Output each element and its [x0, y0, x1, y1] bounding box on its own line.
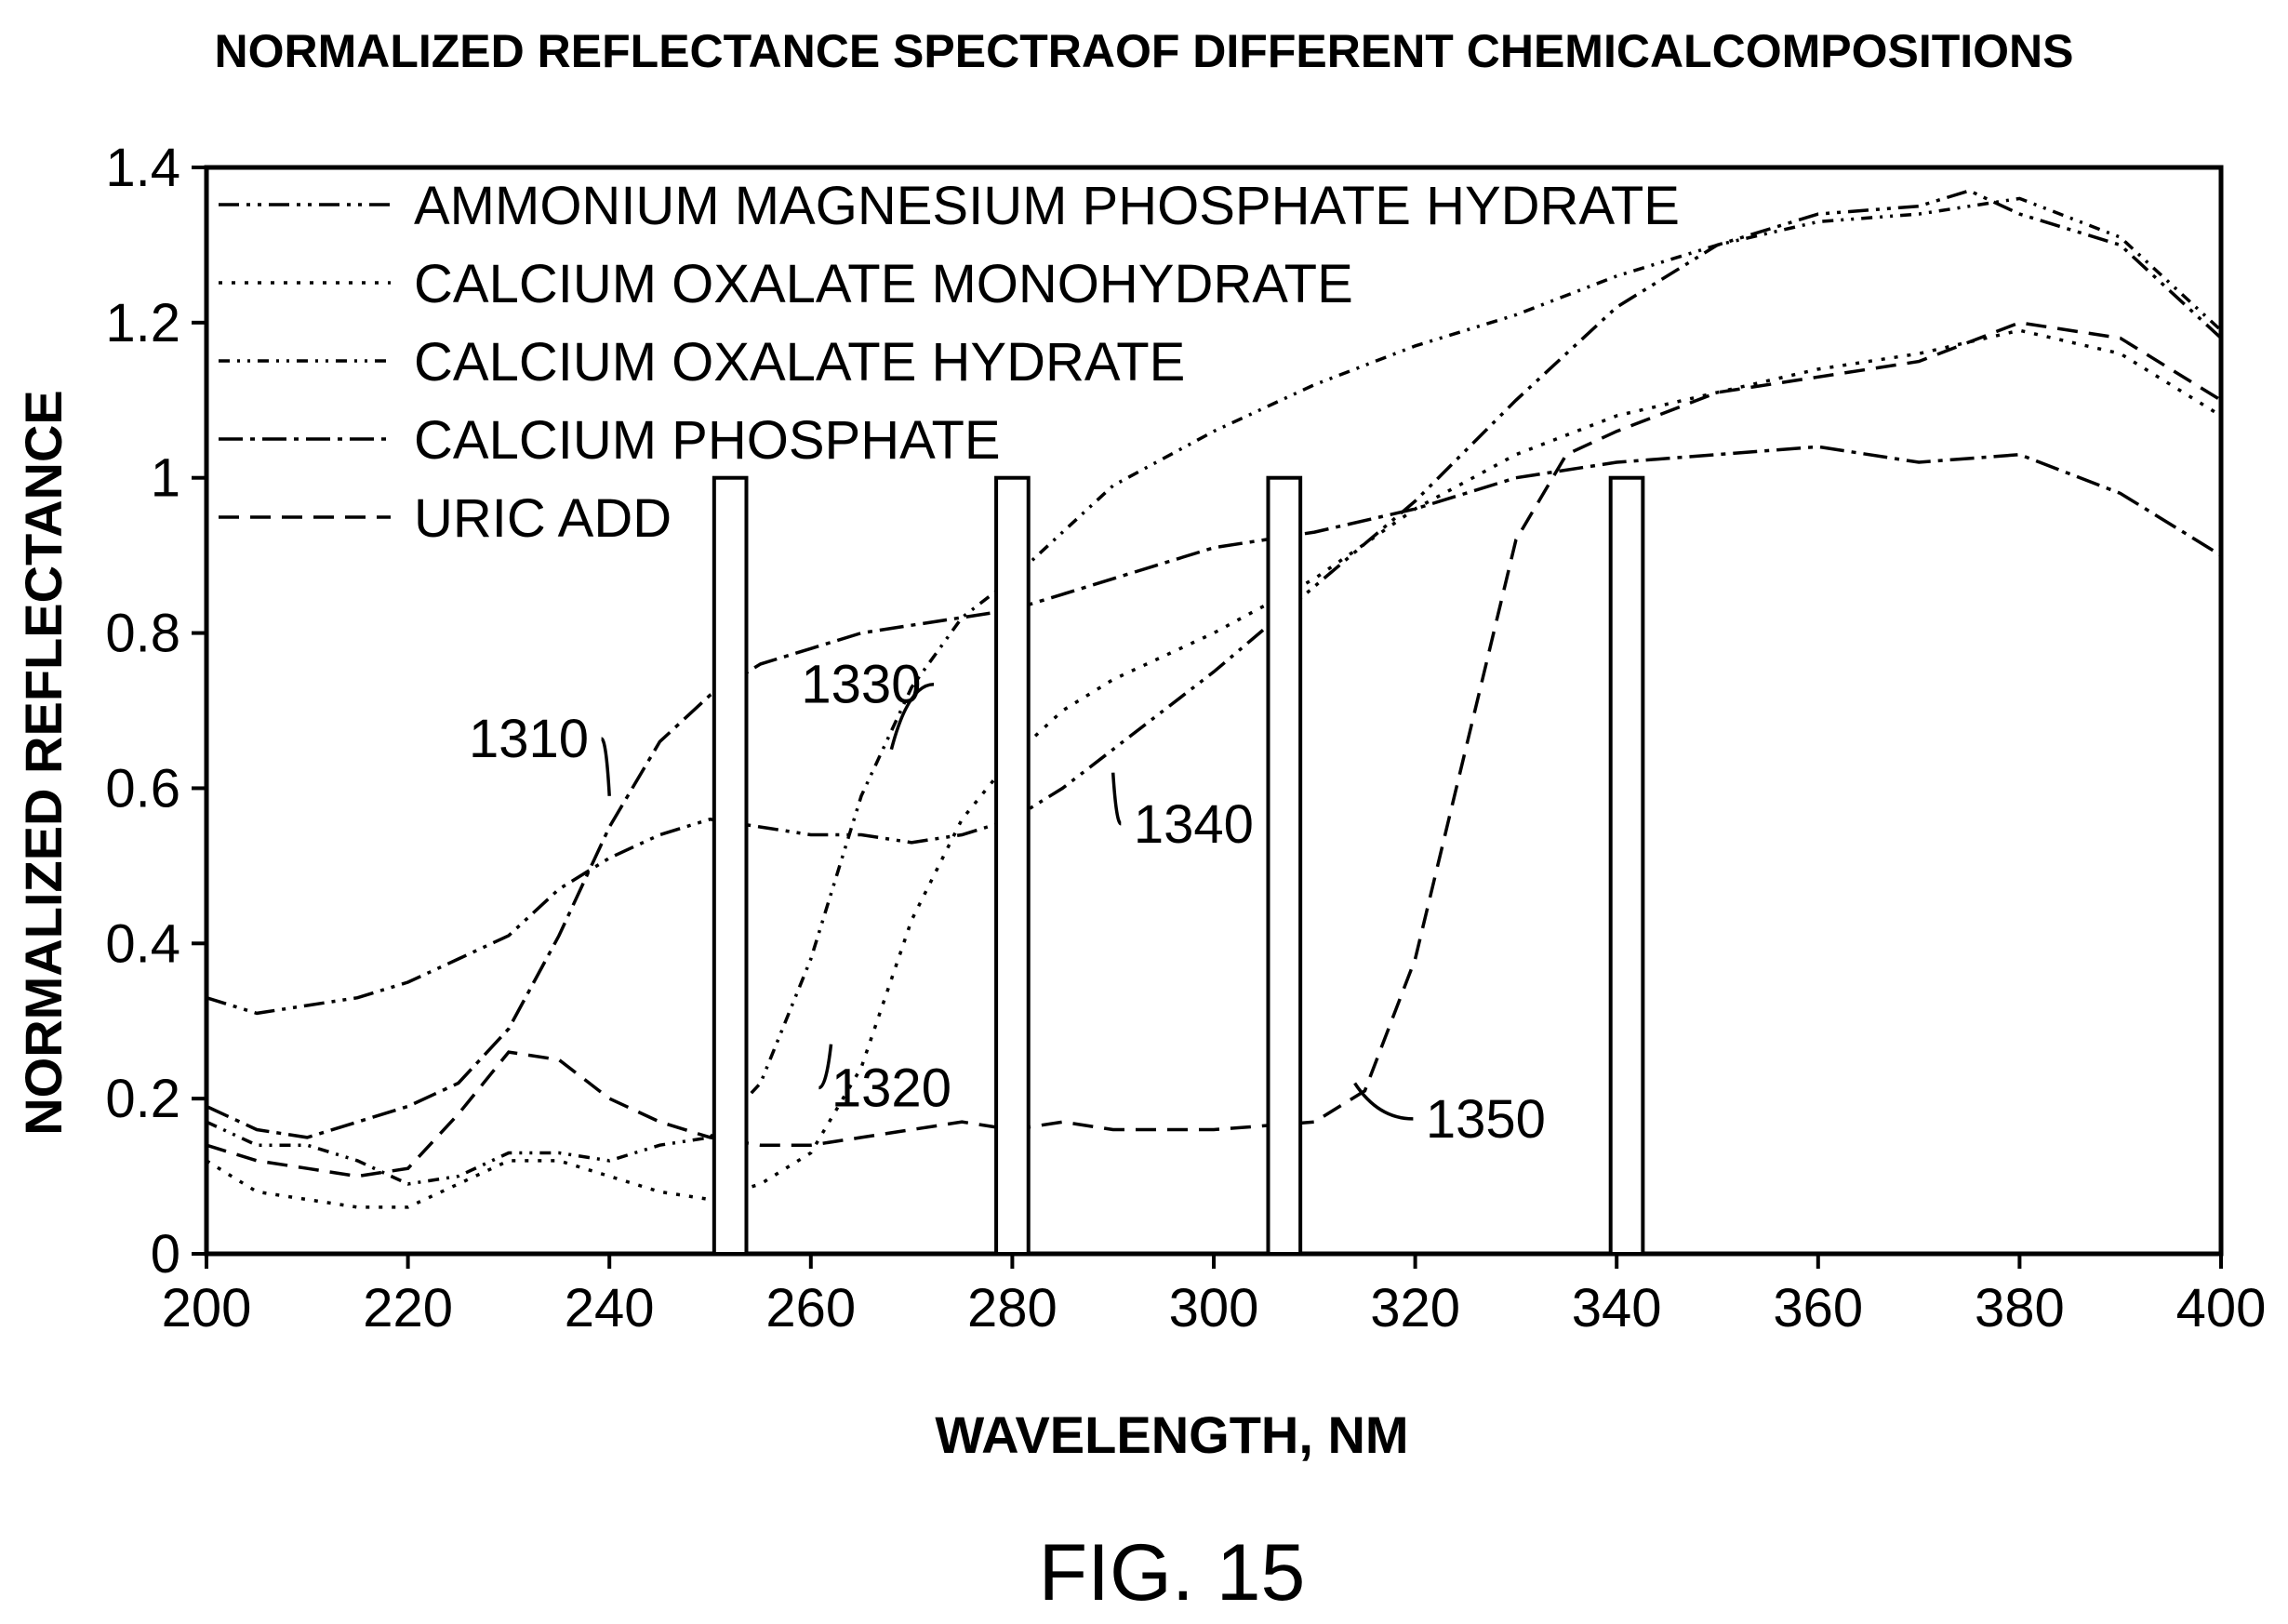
marker-bar-3 — [1608, 475, 1645, 1256]
legend-entry-1: CALCIUM OXALATE MONOHYDRATE — [414, 254, 1353, 314]
y-tick-label-4: 0.8 — [105, 604, 180, 664]
annotation-leader-3 — [1111, 772, 1123, 826]
x-tick-label-5: 300 — [1169, 1278, 1259, 1338]
marker-bar-0 — [712, 475, 749, 1256]
x-tick-label-4: 280 — [967, 1278, 1058, 1338]
legend-entry-0: AMMONIUM MAGNESIUM PHOSPHATE HYDRATE — [414, 176, 1680, 236]
x-tick-label-2: 240 — [565, 1278, 655, 1338]
y-tick-label-1: 0.2 — [105, 1069, 180, 1129]
y-tick-label-6: 1.2 — [105, 293, 180, 353]
annotation-label-2: 1330 — [801, 655, 921, 715]
plot-area: 200 220 240 260 280 300 320 340 360 380 400 0 0.2 0.4… — [105, 138, 2266, 1338]
y-tick-label-2: 0.4 — [105, 913, 180, 974]
y-tick-label-0: 0 — [151, 1224, 180, 1285]
y-axis-title: NORMALIZED REFLECTANCE — [14, 390, 73, 1136]
x-tick-label-8: 360 — [1773, 1278, 1863, 1338]
annotation-leader-0 — [600, 737, 611, 796]
annotation-leader-1 — [818, 1044, 833, 1090]
annotation-label-3: 1340 — [1134, 794, 1254, 855]
y-tick-label-7: 1.4 — [105, 138, 180, 198]
x-tick-label-3: 260 — [765, 1278, 856, 1338]
x-tick-label-0: 200 — [162, 1278, 252, 1338]
x-axis-title: WAVELENGTH, NM — [935, 1405, 1408, 1464]
x-tick-label-6: 320 — [1370, 1278, 1460, 1338]
figure-label: FIG. 15 — [1039, 1528, 1306, 1617]
legend-entry-4: URIC ADD — [414, 488, 672, 549]
series-line-1 — [206, 328, 2222, 1209]
y-tick-label-3: 0.6 — [105, 758, 180, 819]
y-tick-label-5: 1 — [151, 448, 180, 509]
x-tick-label-7: 340 — [1572, 1278, 1662, 1338]
marker-bar-2 — [1266, 475, 1303, 1256]
legend-entry-2: CALCIUM OXALATE HYDRATE — [414, 332, 1185, 393]
x-tick-label-1: 220 — [363, 1278, 453, 1338]
annotation-leader-4 — [1353, 1082, 1414, 1121]
series-line-3 — [206, 445, 2222, 1139]
annotation-label-4: 1350 — [1426, 1089, 1546, 1150]
annotation-label-1: 1320 — [831, 1058, 951, 1118]
annotation-label-0: 1310 — [469, 709, 589, 769]
marker-bar-1 — [994, 475, 1031, 1256]
legend: AMMONIUM MAGNESIUM PHOSPHATE HYDRATE CALC… — [219, 176, 1680, 549]
series-line-0 — [206, 189, 2223, 1016]
x-tick-label-10: 400 — [2176, 1278, 2267, 1338]
annotation-leader-2 — [889, 682, 935, 751]
chart-title: NORMALIZED REFLECTANCE SPECTRAOF DIFFERE… — [214, 25, 2073, 77]
x-tick-label-9: 380 — [1975, 1278, 2065, 1338]
legend-entry-3: CALCIUM PHOSPHATE — [414, 410, 1001, 471]
